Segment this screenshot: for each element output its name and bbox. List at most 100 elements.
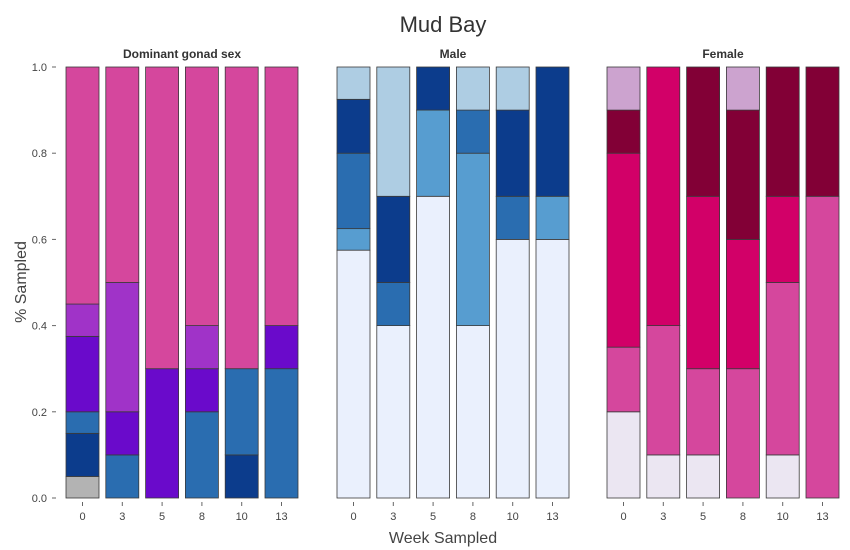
x-tick-label: 13 bbox=[275, 511, 287, 523]
bar-segment bbox=[455, 152, 490, 326]
bar-segment bbox=[646, 325, 681, 456]
x-tick-label: 3 bbox=[390, 511, 396, 523]
bar-segment bbox=[105, 282, 140, 413]
bar-segment bbox=[224, 66, 259, 370]
bar-segment bbox=[686, 454, 720, 499]
bar-segment bbox=[184, 368, 219, 413]
x-tick-label: 10 bbox=[777, 511, 789, 523]
bar-segment bbox=[336, 66, 371, 100]
bar-segment bbox=[495, 195, 530, 240]
bar-segment bbox=[224, 454, 259, 499]
bar-segment bbox=[105, 454, 140, 499]
x-tick-label: 10 bbox=[507, 511, 519, 523]
bar-segment bbox=[726, 109, 760, 240]
y-tick-label: 0.2 bbox=[32, 407, 47, 419]
bar-segment bbox=[416, 195, 451, 499]
bar-segment bbox=[686, 66, 720, 197]
bar-segment bbox=[455, 109, 490, 154]
x-axis-label: Week Sampled bbox=[389, 530, 497, 547]
bar-segment bbox=[765, 66, 800, 197]
bar-segment bbox=[416, 109, 451, 197]
y-tick-label: 0.0 bbox=[32, 493, 47, 505]
bar-segment bbox=[264, 325, 299, 370]
bar-segment bbox=[376, 195, 411, 283]
x-tick-label: 8 bbox=[470, 511, 476, 523]
x-tick-label: 0 bbox=[79, 511, 85, 523]
bar-segment bbox=[535, 66, 570, 197]
bar-segment bbox=[535, 238, 570, 499]
bar-segment bbox=[105, 411, 140, 456]
bar-segment bbox=[105, 66, 140, 283]
x-tick-label: 10 bbox=[236, 511, 248, 523]
bar-segment bbox=[606, 152, 641, 348]
x-tick-label: 3 bbox=[119, 511, 125, 523]
x-tick-label: 0 bbox=[350, 511, 356, 523]
panel-title: Dominant gonad sex bbox=[123, 47, 241, 61]
bar-segment bbox=[646, 66, 681, 327]
bar-segment bbox=[535, 195, 570, 240]
y-tick-label: 0.4 bbox=[32, 321, 47, 333]
bar-segment bbox=[606, 346, 641, 413]
bar-segment bbox=[726, 238, 760, 370]
bar-segment bbox=[646, 454, 681, 499]
x-tick-label: 5 bbox=[430, 511, 436, 523]
y-tick-label: 0.6 bbox=[32, 234, 47, 246]
bar-segment bbox=[336, 228, 371, 251]
y-axis: 0.0 0.2 0.4 0.6 0.8 1.0 bbox=[32, 62, 56, 505]
x-tick-label: 5 bbox=[159, 511, 165, 523]
bar-segment bbox=[264, 368, 299, 499]
bar-segment bbox=[416, 66, 451, 111]
bar-segment bbox=[184, 411, 219, 499]
panel-1: Dominant gonad sex 0 3 5 8 10 13 bbox=[65, 47, 299, 523]
bar-segment bbox=[336, 152, 371, 230]
y-axis-label: % Sampled bbox=[13, 241, 30, 323]
bar-segment bbox=[264, 66, 299, 327]
bar-segment bbox=[606, 109, 641, 154]
bar-segment bbox=[65, 432, 100, 477]
y-tick-label: 0.8 bbox=[32, 148, 47, 160]
panel-3: Female 0 3 5 8 10 13 bbox=[606, 47, 840, 523]
bar-segment bbox=[686, 368, 720, 456]
bar-segment bbox=[455, 325, 490, 499]
bar-segment bbox=[726, 368, 760, 499]
chart-title: Mud Bay bbox=[400, 12, 487, 37]
bar-segment bbox=[65, 476, 100, 499]
bar-segment bbox=[765, 454, 800, 499]
bar-segment bbox=[336, 98, 371, 154]
bar-segment bbox=[495, 66, 530, 111]
bar-segment bbox=[376, 325, 411, 499]
bar-segment bbox=[495, 109, 530, 197]
bar-segment bbox=[224, 368, 259, 456]
bar-segment bbox=[606, 411, 641, 499]
bar-segment bbox=[145, 368, 180, 499]
bar-segment bbox=[376, 66, 411, 197]
x-tick-label: 3 bbox=[660, 511, 666, 523]
bar-segment bbox=[765, 282, 800, 456]
bar-segment bbox=[376, 282, 411, 326]
x-tick-label: 8 bbox=[740, 511, 746, 523]
x-tick-label: 13 bbox=[546, 511, 558, 523]
bar-segment bbox=[686, 195, 720, 370]
bar-segment bbox=[726, 66, 760, 111]
bar-segment bbox=[765, 195, 800, 283]
chart-panels: Dominant gonad sex 0 3 5 8 10 13 Male 0 3 5 8 10 13 Fe… bbox=[65, 47, 840, 523]
bar-segment bbox=[65, 66, 100, 305]
bar-segment bbox=[65, 303, 100, 337]
bar-segment bbox=[184, 325, 219, 370]
x-tick-label: 5 bbox=[700, 511, 706, 523]
bar-segment bbox=[805, 66, 840, 197]
bar-segment bbox=[606, 66, 641, 111]
panel-2: Male 0 3 5 8 10 13 bbox=[336, 47, 570, 523]
bar-segment bbox=[495, 238, 530, 499]
bar-segment bbox=[145, 66, 180, 370]
x-tick-label: 8 bbox=[199, 511, 205, 523]
panel-title: Female bbox=[702, 47, 744, 61]
bar-segment bbox=[65, 335, 100, 413]
bar-segment bbox=[805, 195, 840, 499]
bar-segment bbox=[336, 249, 371, 499]
bar-segment bbox=[65, 411, 100, 434]
x-tick-label: 13 bbox=[816, 511, 828, 523]
bar-segment bbox=[455, 66, 490, 111]
panel-title: Male bbox=[440, 47, 467, 61]
